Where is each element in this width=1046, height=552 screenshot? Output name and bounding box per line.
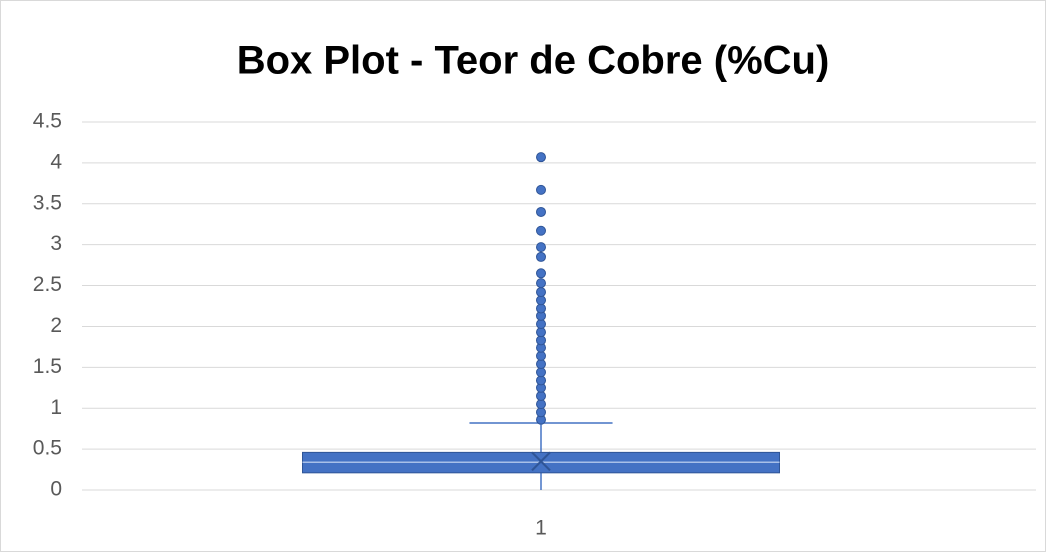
outlier bbox=[536, 206, 546, 217]
y-tick-label: 3.5 bbox=[33, 191, 62, 214]
outlier bbox=[536, 359, 546, 370]
y-tick-label: 1 bbox=[50, 396, 62, 419]
outlier bbox=[536, 367, 546, 378]
outlier bbox=[536, 350, 546, 361]
x-tick-label: 1 bbox=[535, 517, 547, 540]
outlier bbox=[536, 390, 546, 401]
y-tick-label: 0 bbox=[50, 478, 62, 501]
y-tick-label: 2 bbox=[50, 314, 62, 337]
outlier bbox=[536, 268, 546, 279]
outlier bbox=[536, 287, 546, 298]
outlier bbox=[536, 251, 546, 262]
outlier bbox=[536, 242, 546, 253]
outlier bbox=[536, 152, 546, 163]
y-tick-label: 4 bbox=[50, 150, 62, 173]
chart-title: Box Plot - Teor de Cobre (%Cu) bbox=[237, 39, 830, 83]
outlier bbox=[536, 399, 546, 410]
outlier bbox=[536, 407, 546, 418]
y-tick-label: 0.5 bbox=[33, 437, 62, 460]
y-tick-label: 4.5 bbox=[33, 110, 62, 133]
outlier bbox=[536, 225, 546, 236]
outlier bbox=[536, 184, 546, 195]
y-tick-label: 3 bbox=[50, 232, 62, 255]
outlier bbox=[536, 335, 546, 346]
outlier bbox=[536, 303, 546, 314]
y-tick-label: 1.5 bbox=[33, 355, 62, 378]
outlier bbox=[536, 278, 546, 289]
outlier bbox=[536, 295, 546, 306]
outlier bbox=[536, 375, 546, 386]
outlier bbox=[536, 318, 546, 329]
y-tick-label: 2.5 bbox=[33, 273, 62, 296]
outlier bbox=[536, 327, 546, 338]
mean-marker bbox=[531, 451, 551, 472]
